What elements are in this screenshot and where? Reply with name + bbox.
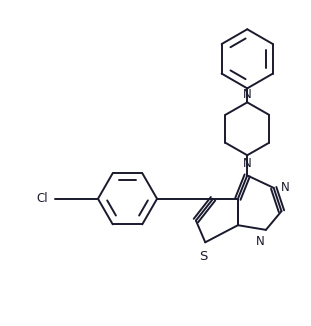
Text: Cl: Cl bbox=[37, 192, 48, 205]
Text: S: S bbox=[200, 250, 208, 263]
Text: N: N bbox=[243, 157, 252, 170]
Text: N: N bbox=[243, 88, 252, 101]
Text: N: N bbox=[256, 235, 265, 248]
Text: N: N bbox=[281, 181, 289, 194]
